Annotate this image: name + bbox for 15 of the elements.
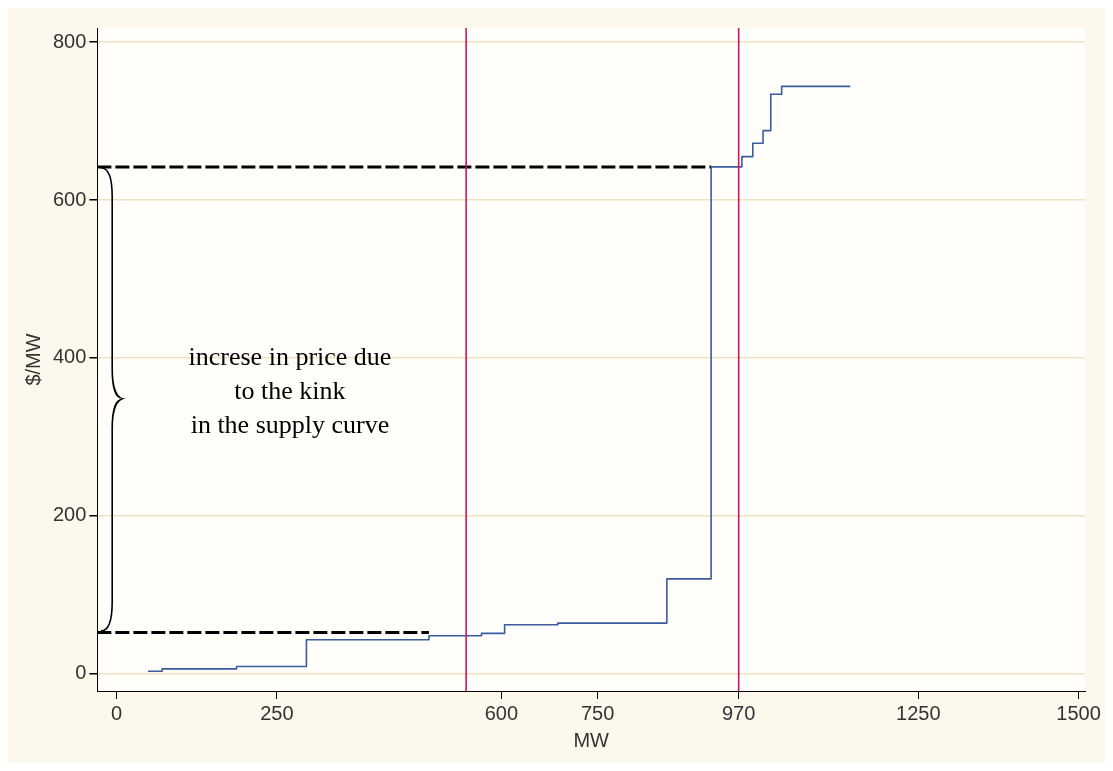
y-tick-label: 600 [52, 187, 87, 210]
annotation: increse in price due to the kink in the supply curve [188, 342, 392, 440]
x-tick-label: 970 [722, 701, 756, 724]
x-tick-label: 1500 [1056, 701, 1101, 724]
y-tick-label: 0 [75, 661, 87, 684]
y-tick-label: 800 [52, 29, 87, 52]
x-axis-title: MW [573, 728, 610, 751]
x-tick-label: 1250 [896, 701, 941, 724]
x-tick-label: 250 [260, 701, 294, 724]
y-tick-label: 200 [52, 503, 87, 526]
x-tick-label: 600 [484, 701, 519, 724]
x-tick-label: 0 [111, 701, 123, 724]
y-axis-title: $/MW [21, 333, 44, 386]
y-tick-label: 400 [52, 345, 87, 368]
x-tick-label: 750 [580, 701, 615, 724]
